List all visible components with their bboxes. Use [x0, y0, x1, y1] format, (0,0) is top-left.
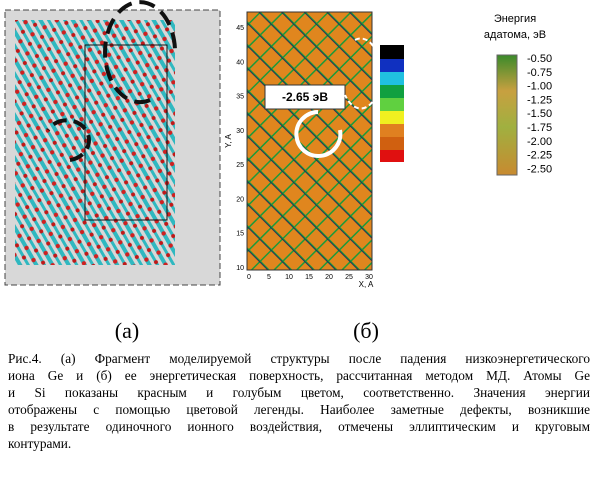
region-box	[84, 44, 168, 221]
caption-line: в результате одиночного ионного воздейст…	[8, 419, 590, 434]
circle-contour-b	[294, 110, 343, 158]
y-tick-label: 40	[236, 59, 244, 66]
x-axis-label: X, A	[359, 280, 374, 289]
legend-label: -2.00	[527, 136, 552, 148]
colorbar	[380, 45, 404, 162]
annotation: -2.65 эВ	[282, 90, 328, 104]
legend-title: Энергия	[494, 13, 536, 25]
figure: -2.65 эВ Энергия адатома, эВ X, A Y, A (…	[4, 0, 552, 343]
x-tick-label: 10	[285, 274, 293, 281]
y-tick-label: 35	[236, 94, 244, 101]
x-tick-label: 15	[305, 274, 313, 281]
caption-line: Рис.4. (а) Фрагмент моделируемой структу…	[8, 351, 590, 366]
y-tick-label: 10	[236, 265, 244, 272]
y-tick-label: 30	[236, 128, 244, 135]
legend-label: -1.00	[527, 81, 552, 93]
legend-label: -1.75	[527, 122, 552, 134]
y-axis-label: Y, A	[224, 134, 233, 148]
y-tick-label: 25	[236, 162, 244, 169]
ellipse-contour-b	[344, 37, 382, 110]
y-tick-label: 20	[236, 196, 244, 203]
x-tick-label: 30	[365, 274, 373, 281]
legend-title: адатома, эВ	[484, 29, 546, 41]
legend-label: -0.75	[527, 67, 552, 79]
x-tick-label: 0	[247, 274, 251, 281]
ellipse-contour	[103, 0, 177, 104]
legend-label: -2.50	[527, 163, 552, 175]
y-tick-label: 15	[236, 231, 244, 238]
annotation-box	[264, 84, 346, 110]
caption-line: контурами.	[8, 436, 72, 451]
x-tick-label: 20	[325, 274, 333, 281]
caption-line: отображены с помощью цветовой легенды. Н…	[8, 402, 590, 417]
x-tick-label: 25	[345, 274, 353, 281]
energy-surface	[246, 11, 373, 271]
legend-label: -1.25	[527, 94, 552, 106]
caption-line: и Si показаны красным и голубым цветом, …	[8, 385, 590, 400]
caption-line: иона Ge и (б) ее энергетическая поверхно…	[8, 368, 590, 383]
panel-label: (а)	[115, 318, 139, 343]
legend-label: -0.50	[527, 53, 552, 65]
legend-label: -1.50	[527, 108, 552, 120]
structure	[15, 20, 175, 265]
circle-contour	[46, 118, 91, 162]
panel-label: (б)	[353, 318, 379, 343]
legend-bar	[496, 54, 518, 176]
x-tick-label: 5	[267, 274, 271, 281]
legend-label: -2.25	[527, 150, 552, 162]
y-tick-label: 45	[236, 25, 244, 32]
